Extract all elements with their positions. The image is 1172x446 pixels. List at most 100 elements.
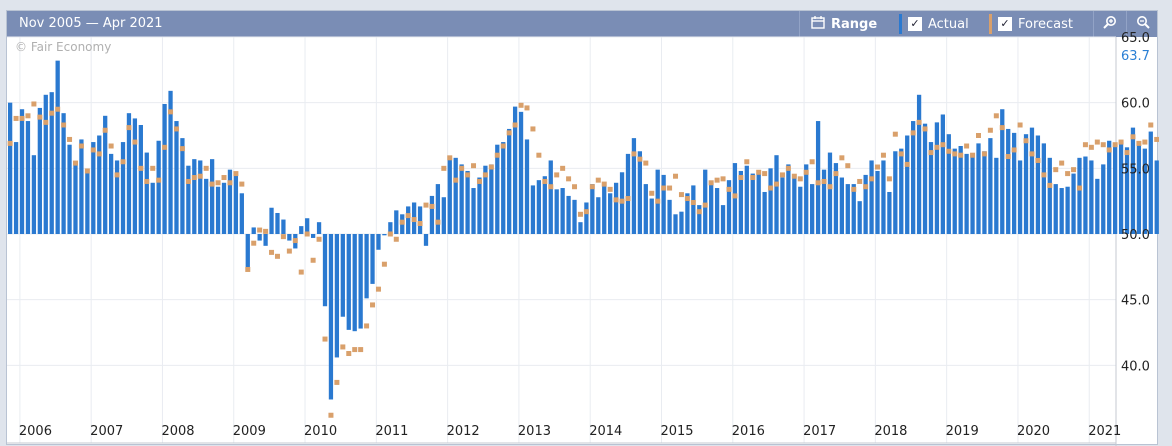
- forecast-marker: [613, 197, 619, 203]
- forecast-marker: [779, 172, 785, 178]
- forecast-marker: [43, 119, 49, 125]
- actual-bar: [1154, 160, 1159, 234]
- actual-bar: [186, 165, 191, 234]
- forecast-toggle[interactable]: ✓ Forecast: [981, 11, 1091, 37]
- range-title: Nov 2005 — Apr 2021: [19, 16, 163, 31]
- forecast-marker: [482, 172, 488, 178]
- forecast-marker: [714, 177, 720, 183]
- actual-bar: [1124, 147, 1130, 234]
- forecast-marker: [340, 344, 346, 350]
- forecast-marker: [251, 240, 257, 246]
- forecast-marker: [126, 125, 132, 131]
- actual-bar: [827, 152, 833, 234]
- actual-bar: [429, 195, 435, 234]
- x-tick-label: 2016: [732, 424, 765, 439]
- forecast-checkbox[interactable]: ✓: [998, 17, 1012, 31]
- actual-bar: [239, 193, 244, 234]
- forecast-marker: [809, 159, 815, 165]
- actual-bar: [857, 201, 862, 234]
- actual-bar: [756, 170, 761, 234]
- actual-bar: [899, 148, 904, 234]
- forecast-marker: [61, 122, 67, 128]
- forecast-marker: [774, 181, 780, 187]
- forecast-marker: [13, 115, 19, 121]
- actual-bar: [1118, 140, 1124, 234]
- forecast-marker: [108, 143, 114, 149]
- actual-bar: [334, 234, 340, 358]
- actual-bar: [988, 138, 993, 234]
- actual-bar: [453, 157, 458, 234]
- actual-bar: [281, 219, 286, 234]
- chart-plot: 65.0 60.0 55.0 50.0 45.0 40.0 63.7 2006 2007 2008…: [7, 31, 1159, 446]
- x-tick-label: 2008: [161, 424, 194, 439]
- actual-bar: [667, 199, 672, 234]
- actual-bar: [970, 153, 975, 234]
- actual-bar: [810, 184, 815, 234]
- y-tick-label: 55.0: [1121, 162, 1150, 177]
- forecast-marker: [577, 211, 583, 217]
- forecast-marker: [696, 209, 702, 215]
- forecast-marker: [90, 147, 96, 153]
- actual-bar: [780, 177, 785, 234]
- forecast-marker: [833, 171, 839, 177]
- forecast-marker: [1029, 151, 1035, 157]
- actual-bar: [162, 103, 167, 234]
- forecast-marker: [631, 151, 637, 157]
- actual-bar: [602, 184, 607, 234]
- forecast-marker: [78, 143, 84, 149]
- forecast-marker: [898, 151, 904, 157]
- forecast-marker: [405, 213, 411, 219]
- actual-bar: [25, 121, 31, 234]
- last-value-label: 63.7: [1121, 49, 1150, 64]
- actual-bar: [19, 109, 25, 234]
- forecast-marker: [144, 178, 150, 184]
- x-tick-label: 2013: [518, 424, 551, 439]
- y-tick-label: 50.0: [1121, 228, 1150, 243]
- actual-bar: [459, 164, 464, 234]
- actual-toggle[interactable]: ✓ Actual: [891, 11, 981, 37]
- actual-bar: [1012, 132, 1017, 234]
- forecast-marker: [162, 144, 168, 150]
- zoom-in-icon: [1103, 15, 1117, 33]
- chart-toolbar: Nov 2005 — Apr 2021 Range ✓ Actual ✓ For…: [7, 11, 1157, 37]
- actual-bar: [477, 177, 482, 234]
- zoom-out-button[interactable]: [1127, 11, 1159, 37]
- zoom-in-button[interactable]: [1094, 11, 1126, 37]
- actual-bar: [263, 234, 268, 246]
- forecast-marker: [1094, 139, 1100, 145]
- actual-bar: [126, 113, 132, 234]
- actual-bar: [542, 176, 547, 234]
- forecast-marker: [1106, 147, 1112, 153]
- actual-bar: [441, 197, 446, 234]
- forecast-marker: [298, 269, 304, 275]
- x-tick-label: 2021: [1088, 424, 1121, 439]
- actual-checkbox[interactable]: ✓: [908, 17, 922, 31]
- actual-bar: [1107, 140, 1112, 234]
- actual-bar: [13, 142, 19, 234]
- actual-bar: [275, 212, 280, 234]
- actual-bar: [1006, 128, 1011, 234]
- actual-bar: [750, 173, 755, 234]
- forecast-marker: [857, 178, 863, 184]
- range-button[interactable]: Range: [803, 11, 891, 37]
- actual-bar: [97, 135, 102, 234]
- actual-bar: [1059, 188, 1064, 234]
- forecast-marker: [352, 347, 358, 353]
- actual-bar: [661, 174, 666, 234]
- actual-bar: [720, 205, 726, 234]
- forecast-marker: [673, 173, 679, 179]
- actual-bar: [447, 159, 452, 234]
- actual-bar: [1023, 134, 1029, 234]
- forecast-marker: [952, 151, 958, 157]
- actual-bar: [911, 121, 916, 234]
- forecast-marker: [589, 184, 595, 190]
- forecast-swatch: [989, 14, 992, 34]
- x-tick-label: 2018: [874, 424, 907, 439]
- actual-bar: [180, 138, 185, 234]
- forecast-marker: [358, 347, 364, 353]
- forecast-marker: [316, 236, 322, 242]
- actual-bar: [465, 170, 470, 234]
- forecast-marker: [768, 185, 774, 191]
- forecast-marker: [114, 172, 120, 178]
- forecast-marker: [1065, 171, 1071, 177]
